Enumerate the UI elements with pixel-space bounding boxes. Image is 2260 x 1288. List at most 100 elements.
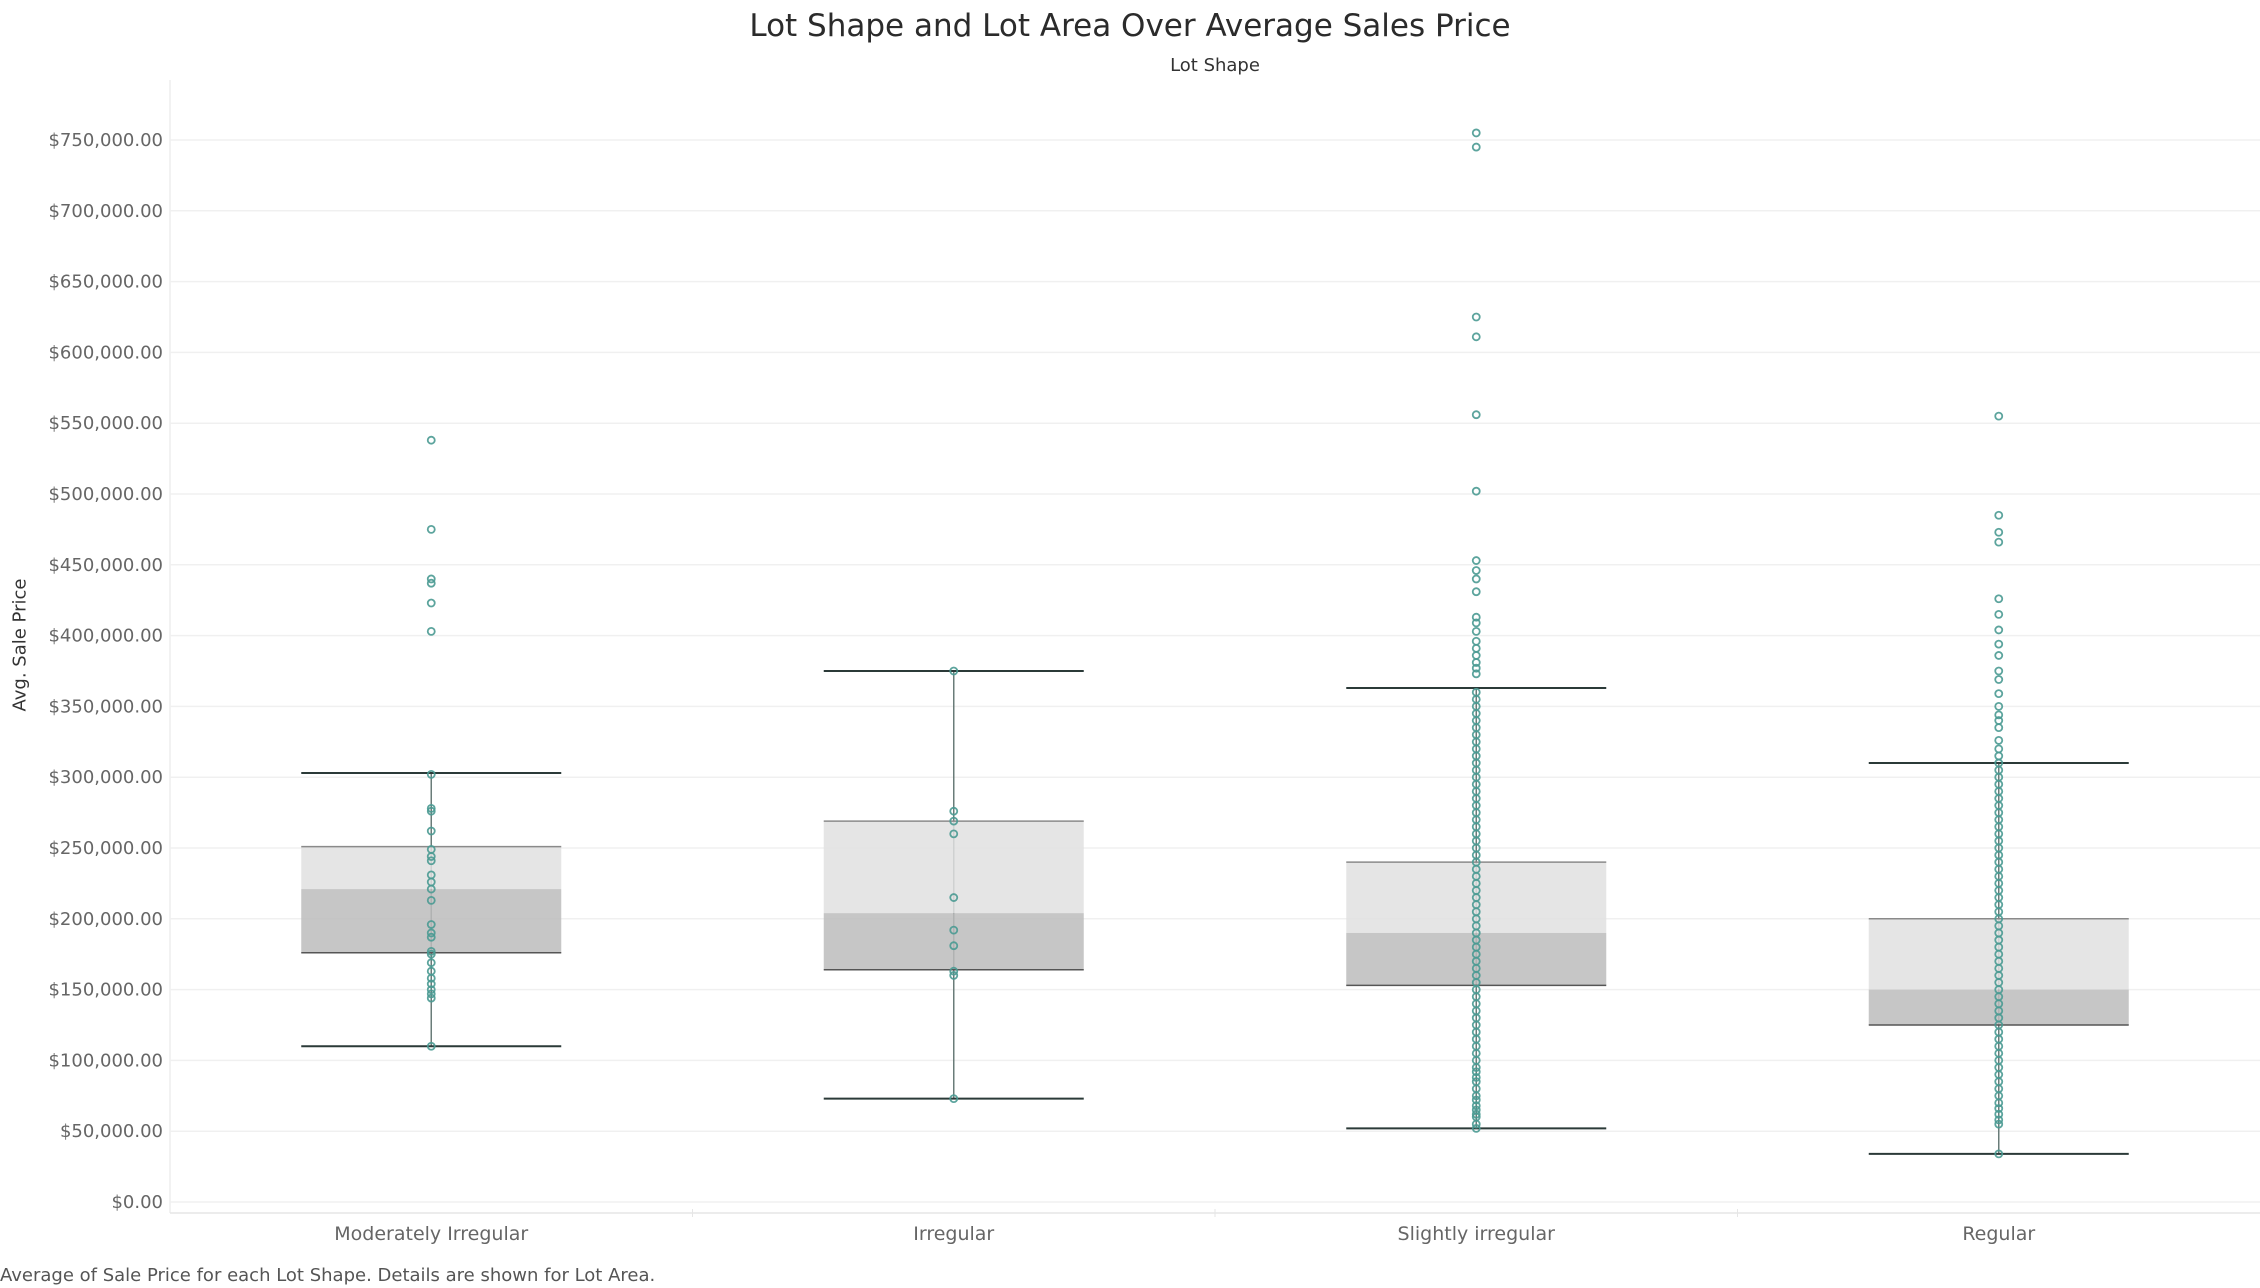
data-point bbox=[949, 666, 959, 676]
data-point bbox=[1471, 669, 1481, 679]
chart-title: Lot Shape and Lot Area Over Average Sale… bbox=[749, 8, 1511, 44]
data-point bbox=[426, 932, 436, 942]
data-point bbox=[426, 928, 436, 938]
data-point bbox=[1471, 663, 1481, 673]
data-point bbox=[426, 803, 436, 813]
x-category-label: Moderately Irregular bbox=[334, 1223, 528, 1245]
y-tick-label: $200,000.00 bbox=[48, 909, 163, 930]
y-tick-label: $600,000.00 bbox=[48, 342, 163, 363]
data-point bbox=[1471, 618, 1481, 628]
data-point bbox=[1994, 744, 2004, 754]
data-point bbox=[949, 806, 959, 816]
data-point bbox=[1471, 566, 1481, 575]
x-category-label: Irregular bbox=[913, 1223, 994, 1245]
data-point bbox=[426, 806, 436, 816]
data-point bbox=[1471, 587, 1481, 597]
data-point bbox=[949, 941, 959, 951]
data-point bbox=[1994, 651, 2004, 660]
box-upper bbox=[1346, 862, 1607, 933]
data-point bbox=[1994, 723, 2004, 733]
data-point bbox=[1994, 735, 2004, 745]
data-point bbox=[1994, 751, 2004, 761]
column-header: Lot Shape bbox=[1170, 55, 1260, 76]
data-point bbox=[426, 826, 436, 836]
data-point bbox=[1471, 612, 1481, 622]
data-point bbox=[426, 598, 436, 608]
data-point bbox=[1471, 128, 1481, 138]
data-point bbox=[426, 895, 436, 905]
data-point bbox=[1994, 639, 2004, 649]
data-point bbox=[426, 946, 436, 956]
data-point bbox=[1471, 142, 1481, 152]
data-point bbox=[949, 816, 959, 826]
data-point bbox=[426, 920, 436, 929]
data-point bbox=[1471, 312, 1481, 322]
data-point bbox=[1994, 1115, 2004, 1125]
data-point bbox=[426, 845, 436, 854]
y-tick-label: $450,000.00 bbox=[48, 555, 163, 576]
data-point bbox=[426, 958, 436, 968]
data-point bbox=[1994, 689, 2004, 699]
data-point bbox=[426, 626, 436, 636]
data-point bbox=[1994, 510, 2004, 520]
box-lower bbox=[1346, 932, 1607, 986]
data-point bbox=[1994, 411, 2004, 421]
data-point bbox=[426, 578, 436, 588]
data-point bbox=[949, 829, 959, 839]
data-point bbox=[426, 949, 436, 959]
data-point bbox=[1471, 486, 1481, 496]
data-point bbox=[1994, 666, 2004, 676]
data-point bbox=[426, 985, 436, 994]
y-tick-label: $500,000.00 bbox=[48, 484, 163, 505]
data-point bbox=[1994, 594, 2004, 604]
data-point bbox=[1471, 1095, 1481, 1105]
y-tick-label: $300,000.00 bbox=[48, 767, 163, 788]
y-tick-label: $750,000.00 bbox=[48, 130, 163, 151]
data-point bbox=[426, 1041, 436, 1051]
data-point bbox=[426, 870, 436, 880]
y-tick-label: $700,000.00 bbox=[48, 201, 163, 222]
data-point bbox=[1471, 1072, 1481, 1082]
data-point bbox=[1471, 636, 1481, 646]
y-tick-label: $0.00 bbox=[111, 1192, 163, 1213]
box-upper bbox=[823, 821, 1084, 914]
data-point bbox=[1471, 410, 1481, 420]
data-point bbox=[1471, 626, 1481, 636]
y-tick-label: $550,000.00 bbox=[48, 413, 163, 434]
y-tick-label: $50,000.00 bbox=[60, 1121, 163, 1142]
x-category-label: Regular bbox=[1962, 1223, 2035, 1245]
data-point bbox=[1471, 1105, 1481, 1115]
data-point bbox=[1471, 651, 1481, 660]
data-point bbox=[1994, 716, 2004, 725]
data-point bbox=[1471, 1109, 1481, 1119]
data-point bbox=[1471, 1123, 1481, 1133]
data-point bbox=[426, 769, 436, 779]
y-tick-label: $350,000.00 bbox=[48, 696, 163, 717]
data-point bbox=[1994, 537, 2004, 547]
data-point bbox=[949, 966, 959, 976]
data-point bbox=[1994, 1104, 2004, 1113]
x-category-label: Slightly irregular bbox=[1398, 1223, 1556, 1245]
data-point bbox=[1471, 1067, 1481, 1077]
data-point bbox=[1994, 1109, 2004, 1119]
data-point bbox=[426, 574, 436, 584]
data-point bbox=[1471, 574, 1481, 584]
data-point bbox=[426, 989, 436, 999]
data-point bbox=[949, 925, 959, 935]
data-point bbox=[1471, 1077, 1481, 1087]
data-point bbox=[426, 856, 436, 866]
y-tick-label: $400,000.00 bbox=[48, 626, 163, 647]
data-point bbox=[426, 435, 436, 445]
data-point bbox=[949, 893, 959, 902]
data-point bbox=[426, 993, 436, 1003]
box-upper bbox=[1868, 918, 2129, 990]
data-point bbox=[1994, 702, 2004, 711]
chart-caption: Average of Sale Price for each Lot Shape… bbox=[0, 1265, 656, 1286]
data-point bbox=[1994, 710, 2004, 720]
y-tick-label: $250,000.00 bbox=[48, 838, 163, 859]
data-point bbox=[426, 525, 436, 534]
data-point bbox=[1994, 609, 2004, 619]
data-point bbox=[1471, 556, 1481, 565]
data-point bbox=[1471, 687, 1481, 697]
data-point bbox=[1994, 675, 2004, 684]
